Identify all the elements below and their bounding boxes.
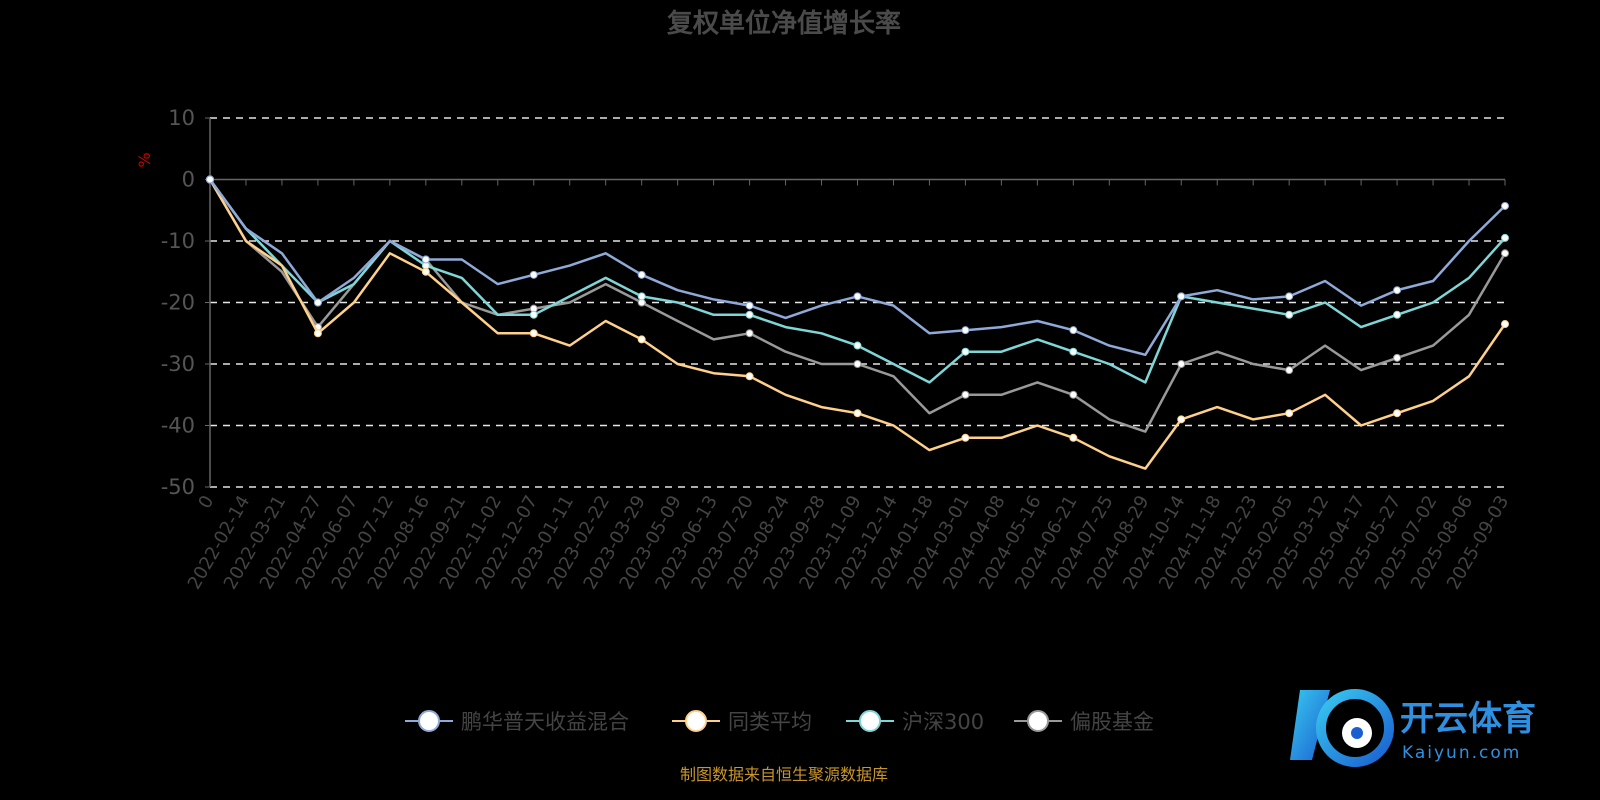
data-point: [745, 372, 754, 381]
watermark-logo: 开云体育 Kaiyun.com: [1290, 689, 1536, 767]
legend-item: 同类平均: [672, 710, 812, 734]
series-lines: [206, 175, 1509, 470]
data-point: [1285, 292, 1294, 301]
y-tick-label: -50: [161, 475, 195, 499]
data-point: [853, 341, 862, 350]
data-point: [313, 329, 322, 338]
soccer-ball-icon: [1316, 689, 1394, 767]
watermark-brand: 开云体育: [1400, 699, 1536, 739]
data-point: [1285, 310, 1294, 319]
legend: 鹏华普天收益混合 同类平均 沪深300 偏股基金: [405, 710, 1154, 734]
y-axis-label: %: [135, 152, 154, 167]
data-point: [313, 298, 322, 307]
y-tick-label: 0: [182, 168, 195, 192]
data-point: [961, 433, 970, 442]
data-point: [1285, 409, 1294, 418]
data-point: [853, 360, 862, 368]
series-line: [208, 178, 1506, 384]
legend-label: 鹏华普天收益混合: [461, 710, 629, 734]
data-point: [529, 329, 538, 338]
data-point: [745, 329, 754, 338]
data-point: [1393, 310, 1402, 319]
data-point: [421, 267, 430, 276]
data-point: [1393, 353, 1402, 362]
data-point: [421, 255, 430, 264]
data-point: [961, 390, 970, 399]
y-tick-labels: 10 0 -10 -20 -30 -40 -50: [161, 106, 195, 499]
data-source-footer: 制图数据来自恒生聚源数据库: [680, 765, 888, 784]
data-point: [1177, 415, 1186, 424]
legend-marker-icon: [1027, 710, 1049, 732]
watermark-site: Kaiyun.com: [1402, 743, 1521, 763]
legend-item: 鹏华普天收益混合: [405, 710, 629, 734]
data-point: [206, 175, 214, 184]
data-point: [1069, 347, 1078, 356]
data-point: [637, 292, 646, 301]
legend-item: 沪深300: [846, 710, 984, 734]
gridlines: [210, 117, 1505, 488]
data-point: [961, 347, 970, 356]
data-point: [853, 409, 862, 418]
legend-marker-icon: [685, 710, 707, 732]
x-tick-label: 0: [194, 492, 218, 512]
legend-item: 偏股基金: [1014, 710, 1154, 734]
data-point: [1069, 326, 1078, 335]
data-point: [745, 301, 754, 310]
data-point: [1069, 433, 1078, 442]
y-tick-label: -30: [161, 352, 195, 376]
k-logo-icon: [1290, 690, 1330, 760]
data-point: [1501, 249, 1509, 258]
data-point: [1177, 292, 1186, 301]
data-point: [745, 310, 754, 319]
data-point: [1285, 366, 1294, 375]
legend-label: 同类平均: [728, 710, 812, 734]
data-point: [637, 270, 646, 279]
data-point: [853, 292, 862, 301]
legend-label: 偏股基金: [1070, 710, 1154, 734]
data-point: [1501, 201, 1509, 210]
y-tick-label: -10: [161, 229, 195, 253]
data-point: [1069, 390, 1078, 399]
x-tick-labels: 02022-02-142022-03-212022-04-272022-06-0…: [184, 492, 1514, 593]
data-point: [529, 310, 538, 319]
y-tick-label: 10: [168, 106, 195, 130]
data-point: [1501, 320, 1509, 329]
series-line: [208, 178, 1506, 357]
data-point: [529, 270, 538, 279]
data-point: [1393, 409, 1402, 418]
legend-label: 沪深300: [902, 710, 984, 734]
legend-marker-icon: [418, 710, 440, 732]
data-point: [1501, 233, 1509, 242]
series-line: [208, 178, 1507, 470]
data-point: [1393, 286, 1402, 295]
axes: [205, 117, 1506, 488]
legend-marker-icon: [859, 710, 881, 732]
data-point: [1177, 360, 1186, 368]
y-tick-label: -20: [161, 291, 195, 315]
series-line: [208, 178, 1507, 433]
data-point: [637, 335, 646, 344]
data-point: [961, 326, 970, 335]
y-tick-label: -40: [161, 414, 195, 438]
chart-title: 复权单位净值增长率: [667, 8, 901, 39]
